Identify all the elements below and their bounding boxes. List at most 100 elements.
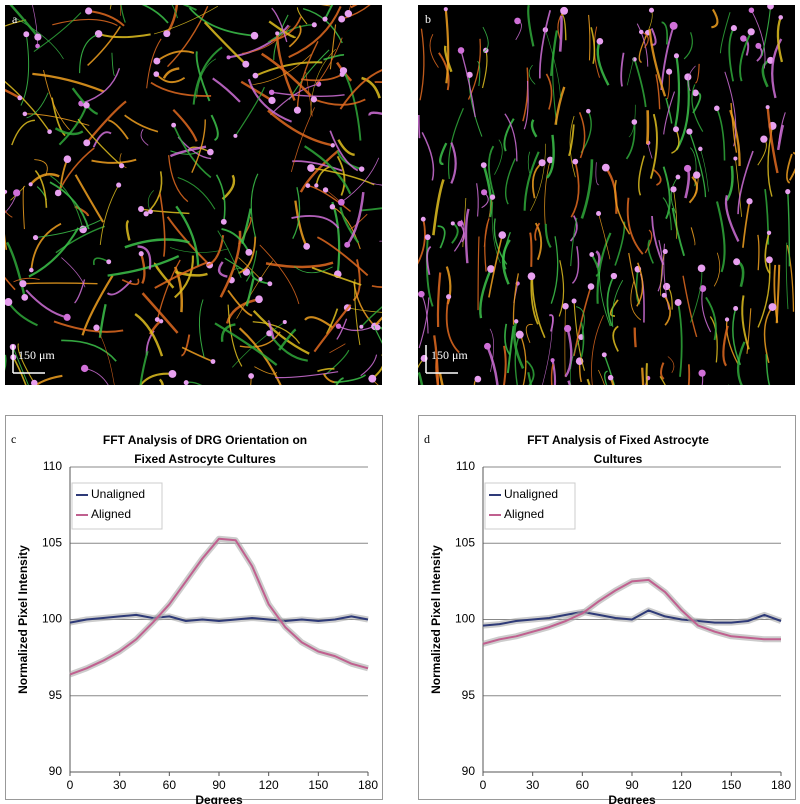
cell-body	[79, 225, 87, 234]
cell-process	[674, 55, 681, 127]
cell-process	[238, 257, 261, 280]
cell-body	[322, 187, 329, 193]
cell-body	[670, 186, 677, 193]
cell-process	[11, 119, 36, 146]
cell-process	[188, 7, 255, 37]
cell-process	[33, 12, 82, 53]
cell-process	[336, 150, 362, 171]
cell-process	[341, 157, 380, 203]
cell-body	[768, 303, 777, 311]
cell-process	[530, 276, 539, 325]
cell-process	[633, 327, 637, 348]
cell-process	[687, 65, 696, 92]
cell-body	[31, 379, 38, 385]
cell-process	[766, 107, 779, 174]
cell-process	[15, 17, 64, 60]
cell-process	[374, 81, 382, 84]
cell-process	[58, 104, 88, 146]
cell-process	[299, 149, 340, 193]
cell-body	[335, 323, 342, 329]
cell-body	[5, 189, 8, 194]
chart-frame	[418, 415, 796, 800]
cell-process	[92, 257, 110, 266]
x-tick-label: 0	[480, 778, 487, 792]
cell-body	[487, 265, 495, 273]
cell-body	[330, 143, 335, 148]
cell-process	[464, 208, 470, 264]
x-tick-label: 90	[625, 778, 639, 792]
cell-process	[175, 205, 200, 266]
cell-process	[22, 186, 25, 230]
cell-body	[514, 17, 521, 25]
cell-process	[20, 34, 30, 106]
cell-process	[450, 142, 457, 184]
cell-body	[54, 189, 62, 197]
cell-process	[74, 279, 86, 304]
cell-process	[34, 374, 63, 385]
cell-body	[303, 243, 311, 250]
cell-process	[418, 371, 424, 385]
cell-process	[677, 302, 683, 377]
cell-body	[275, 31, 280, 36]
chart-frame	[5, 415, 383, 800]
cell-process	[695, 63, 700, 84]
cell-process	[527, 151, 530, 174]
x-tick-label: 120	[672, 778, 692, 792]
cell-process	[425, 237, 434, 307]
cell-process	[599, 271, 611, 327]
cell-process	[725, 319, 739, 364]
cell-process	[87, 26, 121, 67]
cell-process	[611, 279, 624, 328]
cell-body	[666, 68, 673, 75]
cell-process	[137, 245, 152, 270]
cell-body	[138, 205, 145, 212]
cell-process	[439, 142, 448, 166]
cell-process	[252, 54, 312, 86]
cell-process	[445, 296, 460, 354]
cell-process	[544, 223, 552, 249]
cell-process	[477, 60, 481, 87]
cell-process	[240, 80, 273, 102]
cell-body	[63, 313, 71, 321]
cell-process	[156, 259, 181, 320]
cell-body	[359, 324, 364, 329]
x-tick-label: 150	[308, 778, 328, 792]
cell-process	[336, 155, 346, 196]
cell-process	[530, 119, 538, 138]
cell-body	[698, 369, 706, 377]
cell-body	[661, 292, 667, 298]
cell-process	[614, 179, 631, 235]
y-axis-label: Normalized Pixel Intensity	[16, 545, 30, 694]
cell-process	[764, 232, 771, 275]
cell-process	[22, 282, 98, 285]
cell-body	[730, 25, 737, 32]
cell-process	[92, 131, 112, 148]
cell-process	[219, 230, 242, 298]
cell-process	[88, 10, 125, 27]
cell-process	[251, 271, 270, 285]
cell-process	[550, 236, 559, 304]
cell-process	[661, 21, 669, 45]
cell-process	[713, 252, 721, 287]
cell-process	[645, 363, 648, 385]
cell-body	[674, 298, 682, 306]
panel-label: a	[12, 12, 18, 26]
cell-body	[514, 319, 519, 324]
cell-process	[569, 215, 578, 242]
y-tick-label: 95	[49, 688, 63, 702]
scale-label: 150 μm	[18, 348, 55, 362]
cell-process	[81, 68, 121, 105]
cell-process	[360, 354, 378, 377]
cell-body	[692, 171, 701, 179]
cell-body	[17, 95, 23, 101]
cell-process	[670, 176, 679, 214]
cell-body	[457, 220, 464, 227]
cell-body	[83, 139, 91, 147]
cell-process	[241, 208, 252, 244]
cell-process	[545, 29, 561, 99]
cell-process	[546, 134, 555, 179]
cell-process	[210, 114, 219, 142]
cell-process	[739, 31, 753, 82]
cell-process	[649, 113, 658, 179]
cell-process	[111, 52, 115, 77]
